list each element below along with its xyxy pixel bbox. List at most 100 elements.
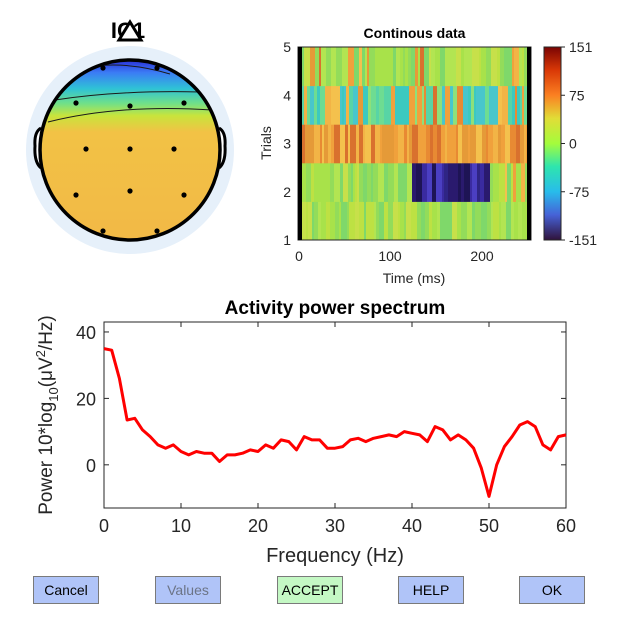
heatmap-cell — [384, 47, 390, 87]
heatmap-cell — [476, 85, 482, 125]
spectrum-xtick-label: 20 — [248, 516, 268, 536]
heatmap-cell — [429, 201, 432, 241]
heatmap-cell — [430, 124, 433, 164]
heatmap-cell — [394, 162, 398, 202]
colorbar-tick-label: -151 — [569, 232, 597, 248]
heatmap-cell — [474, 85, 476, 125]
heatmap-cell — [491, 201, 493, 241]
heatmap-cell — [369, 47, 375, 87]
heatmap-cell — [489, 85, 492, 125]
heatmap-cell — [472, 201, 475, 241]
spectrum-ytick-label: 0 — [86, 456, 96, 476]
values-button[interactable]: Values — [155, 576, 221, 604]
ylabel-part-tail: /Hz) — [36, 315, 57, 350]
heatmap-cell — [326, 47, 331, 87]
heatmap-cell — [467, 47, 472, 87]
heatmap-cell — [445, 85, 450, 125]
heatmap-cell — [502, 85, 508, 125]
spectrum-ytick-label: 40 — [76, 323, 96, 343]
ok-button[interactable]: OK — [519, 576, 585, 604]
heatmap-cell — [515, 85, 517, 125]
heatmap-cell — [302, 201, 306, 241]
heatmap-cell — [464, 162, 470, 202]
image-ytick-label: 5 — [283, 39, 291, 55]
heatmap-cell — [302, 47, 304, 87]
heatmap-cell — [347, 201, 349, 241]
heatmap-cell — [416, 162, 422, 202]
heatmap-cell — [305, 124, 311, 164]
heatmap-cell — [371, 124, 375, 164]
heatmap-cell — [417, 85, 422, 125]
heatmap-cell — [447, 124, 451, 164]
heatmap-cell — [319, 47, 321, 87]
heatmap-cell — [470, 162, 472, 202]
heatmap-cell — [510, 124, 512, 164]
heatmap-cell — [391, 85, 395, 125]
colorbar-tick-label: 75 — [569, 87, 585, 103]
heatmap-cell — [486, 124, 488, 164]
ylabel-part-unit: (μV — [36, 357, 57, 387]
heatmap-cell — [409, 85, 415, 125]
heatmap-cell — [480, 162, 484, 202]
heatmap-cell — [387, 85, 391, 125]
heatmap-cell — [453, 162, 458, 202]
heatmap-cell — [321, 201, 326, 241]
heatmap-cell — [424, 47, 429, 87]
heatmap-cell — [450, 47, 456, 87]
heatmap-cell — [524, 85, 528, 125]
heatmap-cell — [326, 162, 330, 202]
accept-button[interactable]: ACCEPT — [277, 576, 343, 604]
heatmap-cell — [400, 201, 404, 241]
electrode-dot — [127, 188, 133, 194]
heatmap-cell — [442, 85, 445, 125]
heatmap-cell — [499, 201, 501, 241]
heatmap-cell — [350, 124, 356, 164]
heatmap-cell — [334, 162, 336, 202]
heatmap-cell — [461, 162, 464, 202]
heatmap-cell — [342, 85, 344, 125]
help-button[interactable]: HELP — [398, 576, 464, 604]
heatmap-cell — [409, 124, 412, 164]
heatmap-cell — [463, 85, 468, 125]
heatmap-cell — [363, 85, 368, 125]
electrode-dot — [73, 192, 79, 198]
heatmap-cell — [433, 85, 437, 125]
ylabel-part-main: Power 10*log — [36, 402, 57, 515]
heatmap-cell — [475, 201, 477, 241]
heatmap-cell — [321, 162, 326, 202]
heatmap-cell — [304, 85, 307, 125]
heatmap-cell — [306, 201, 308, 241]
image-ytick-label: 3 — [283, 136, 291, 152]
heatmap-cell — [440, 47, 445, 87]
heatmap-cell — [516, 124, 520, 164]
cancel-button[interactable]: Cancel — [33, 576, 99, 604]
heatmap-cell — [331, 85, 335, 125]
heatmap-cell — [398, 201, 400, 241]
electrode-dot — [83, 146, 89, 152]
ylabel-part-sub: 10 — [46, 387, 61, 401]
spectrum-ytick-label: 20 — [76, 389, 96, 409]
heatmap-cell — [429, 47, 431, 87]
heatmap-cell — [500, 47, 504, 87]
heatmap-cell — [411, 47, 415, 87]
heatmap-cell — [314, 85, 317, 125]
image-ytick-label: 1 — [283, 232, 291, 248]
heatmap-cell — [312, 201, 314, 241]
heatmap-cell — [359, 162, 363, 202]
heatmap-cell — [401, 85, 404, 125]
heatmap-cell — [348, 162, 351, 202]
heatmap-cell — [418, 47, 420, 87]
electrode-dots — [73, 65, 187, 234]
heatmap-cell — [398, 162, 403, 202]
image-left-edge — [298, 47, 302, 240]
heatmap-cell — [340, 162, 343, 202]
nose-outline — [116, 19, 144, 42]
heatmap-cell — [486, 47, 491, 87]
heatmap-cell — [378, 162, 384, 202]
heatmap-cell — [390, 124, 394, 164]
heatmap-cell — [376, 201, 379, 241]
heatmap-cell — [497, 47, 500, 87]
heatmap-cell — [433, 124, 437, 164]
heatmap-cell — [498, 124, 501, 164]
